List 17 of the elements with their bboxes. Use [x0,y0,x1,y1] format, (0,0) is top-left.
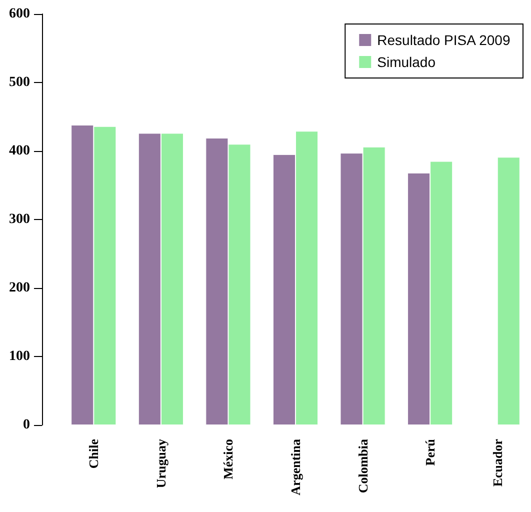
legend-label: Resultado PISA 2009 [377,32,510,48]
y-tick-label: 600 [9,6,30,22]
legend-label: Simulado [377,54,436,70]
x-tick-label: Colombia [355,438,370,494]
x-tick-label: México [220,439,236,480]
y-tick-label: 500 [9,75,30,90]
bar [497,157,520,425]
x-tick-label: Argentina [288,438,303,496]
x-tick-label: Ecuador [490,438,505,487]
y-tick-label: 200 [9,280,30,296]
y-tick-label: 400 [9,144,30,158]
y-tick-label: 0 [23,418,30,432]
x-tick-label: Chile [86,438,102,469]
y-tick-label: 100 [9,349,30,364]
y-tick-label: 300 [9,212,30,227]
x-tick-label: Uruguay [153,438,168,488]
x-tick-label: Perú [422,439,438,466]
